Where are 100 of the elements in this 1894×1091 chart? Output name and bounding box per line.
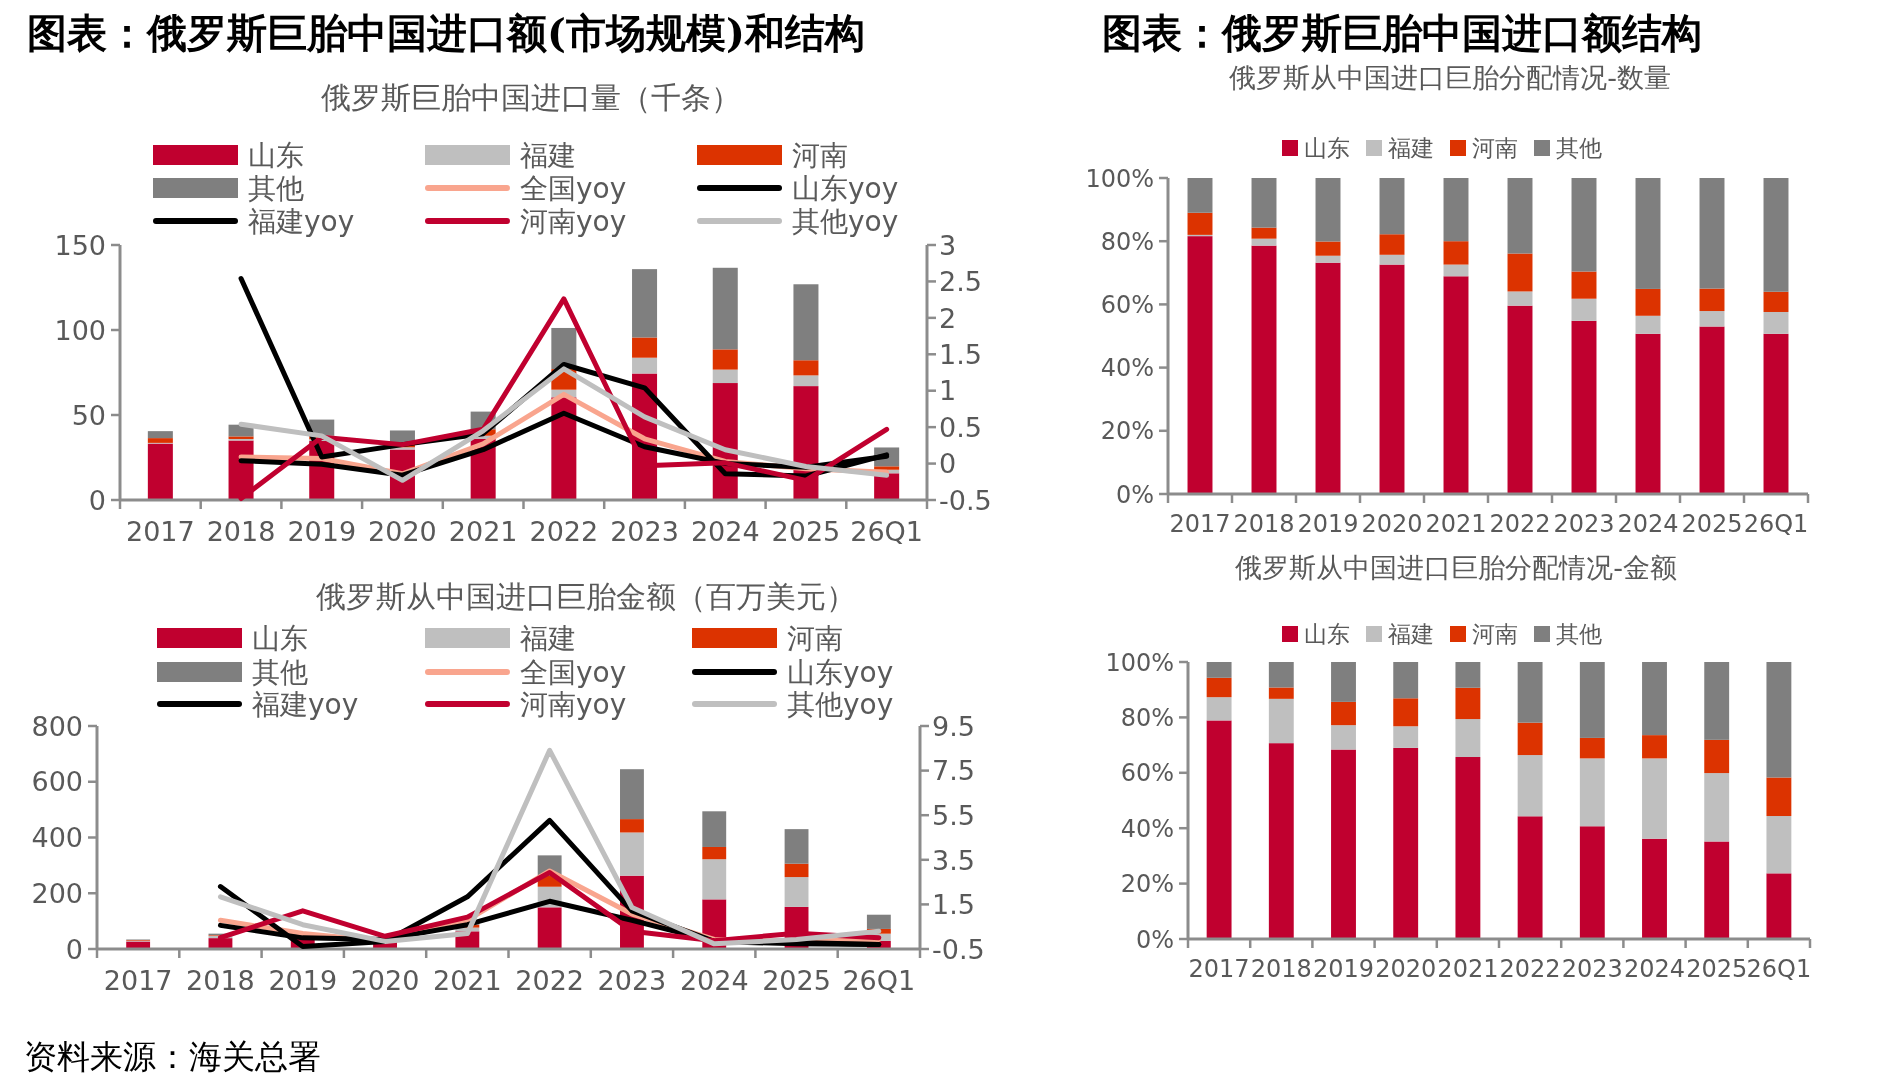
y-tick-label: 100 xyxy=(54,314,106,346)
legend-label: 山东 xyxy=(252,622,308,656)
x-tick-label: 2020 xyxy=(1361,510,1423,538)
x-tick-label: 2020 xyxy=(1375,955,1437,983)
x-tick-label: 2023 xyxy=(597,965,667,996)
x-tick-label: 2022 xyxy=(1489,510,1551,538)
x-tick-label: 2024 xyxy=(1623,955,1686,983)
y-tick-label: 800 xyxy=(31,710,83,742)
legend-label: 河南yoy xyxy=(520,688,627,722)
x-tick-label: 2017 xyxy=(1188,955,1250,983)
y2-tick-label: -0.5 xyxy=(932,933,985,965)
y-tick-label: 0% xyxy=(1115,480,1154,509)
y-tick-label: 200 xyxy=(31,877,83,909)
y2-tick-label: 3 xyxy=(939,229,957,261)
y-tick-label: 0% xyxy=(1135,925,1174,954)
x-tick-label: 2024 xyxy=(679,965,749,996)
x-tick-label: 2024 xyxy=(1617,510,1679,538)
y-tick-label: 20% xyxy=(1120,870,1174,899)
legend-label: 其他 xyxy=(252,656,308,690)
y2-tick-label: 1.5 xyxy=(932,889,975,921)
legend-label: 其他 xyxy=(248,172,304,206)
x-tick-label: 2025 xyxy=(771,516,841,547)
x-tick-label: 2017 xyxy=(1169,510,1231,538)
x-tick-label: 26Q1 xyxy=(1746,955,1812,983)
text: 图表：俄罗斯巨胎中国进口额(市场规模)和结构 xyxy=(27,9,865,56)
y2-tick-label: 2.5 xyxy=(939,266,982,298)
y2-tick-label: 1.5 xyxy=(939,339,982,371)
y2-tick-label: 3.5 xyxy=(932,844,975,876)
x-tick-label: 2020 xyxy=(368,516,437,547)
x-tick-label: 2023 xyxy=(610,516,679,547)
legend-label: 山东yoy xyxy=(787,656,894,690)
y-tick-label: 600 xyxy=(31,766,83,798)
y2-tick-label: 0.5 xyxy=(939,411,982,443)
y2-tick-label: 7.5 xyxy=(932,755,975,787)
x-tick-label: 2019 xyxy=(268,965,338,996)
x-tick-label: 2018 xyxy=(1250,955,1312,983)
x-tick-label: 2025 xyxy=(1681,510,1743,538)
y-tick-label: 400 xyxy=(31,822,83,854)
y-tick-label: 50 xyxy=(71,399,106,431)
legend-label: 河南 xyxy=(787,622,843,656)
x-tick-label: 2021 xyxy=(448,516,518,547)
legend-label: 河南 xyxy=(792,139,848,173)
x-tick-label: 2023 xyxy=(1553,510,1615,538)
y-tick-label: 60% xyxy=(1120,759,1174,788)
x-tick-label: 2022 xyxy=(1499,955,1561,983)
chart-title: 俄罗斯从中国进口巨胎分配情况-数量 xyxy=(1229,62,1671,94)
y-tick-label: 20% xyxy=(1100,417,1154,446)
x-tick-label: 2020 xyxy=(350,965,420,996)
chart-title: 俄罗斯巨胎中国进口量（千条） xyxy=(321,79,741,115)
x-tick-label: 26Q1 xyxy=(850,516,924,547)
text: 图表：俄罗斯巨胎中国进口额结构 xyxy=(1102,9,1702,56)
legend-label: 其他yoy xyxy=(792,205,899,239)
x-tick-label: 2017 xyxy=(125,516,195,547)
x-tick-label: 2019 xyxy=(1297,510,1359,538)
legend-label: 河南 xyxy=(1472,621,1518,648)
y-tick-label: 100% xyxy=(1085,164,1154,193)
legend-label: 福建 xyxy=(520,139,576,173)
legend-label: 山东yoy xyxy=(792,172,899,206)
x-tick-label: 2018 xyxy=(206,516,276,547)
x-tick-label: 2024 xyxy=(690,516,760,547)
x-tick-label: 2021 xyxy=(1437,955,1499,983)
y-tick-label: 80% xyxy=(1120,704,1174,733)
legend-label: 全国yoy xyxy=(520,656,627,690)
legend-label: 福建 xyxy=(520,622,576,656)
x-tick-label: 2022 xyxy=(515,965,585,996)
y2-tick-label: 1 xyxy=(939,375,957,407)
legend-label: 山东 xyxy=(248,139,304,173)
x-tick-label: 2022 xyxy=(529,516,599,547)
x-tick-label: 2025 xyxy=(762,965,831,996)
legend-label: 河南yoy xyxy=(520,205,627,239)
x-tick-label: 2019 xyxy=(1312,955,1375,983)
legend-label: 全国yoy xyxy=(520,172,627,206)
y-tick-label: 100% xyxy=(1105,648,1174,677)
y2-tick-label: -0.5 xyxy=(939,484,992,516)
y2-tick-label: 2 xyxy=(939,302,957,334)
y-tick-label: 150 xyxy=(54,229,106,261)
legend-label: 其他 xyxy=(1556,135,1602,162)
x-tick-label: 2018 xyxy=(186,965,255,996)
y-tick-label: 80% xyxy=(1100,227,1154,256)
x-tick-label: 26Q1 xyxy=(842,965,916,996)
y-tick-label: 60% xyxy=(1100,291,1154,320)
text: 资料来源：海关总署 xyxy=(24,1037,321,1076)
legend-label: 河南 xyxy=(1472,135,1518,162)
legend-label: 其他 xyxy=(1556,621,1602,648)
legend-label: 福建 xyxy=(1388,135,1434,162)
legend-label: 福建yoy xyxy=(248,205,355,239)
legend-label: 其他yoy xyxy=(787,688,894,722)
y2-tick-label: 5.5 xyxy=(932,799,975,831)
y2-tick-label: 0 xyxy=(939,448,957,480)
y-tick-label: 0 xyxy=(88,484,106,516)
y-tick-label: 0 xyxy=(65,933,83,965)
legend-label: 福建yoy xyxy=(252,688,359,722)
x-tick-label: 2023 xyxy=(1561,955,1623,983)
chart-title: 俄罗斯从中国进口巨胎金额（百万美元） xyxy=(316,578,856,614)
y-tick-label: 40% xyxy=(1100,354,1154,383)
x-tick-label: 2017 xyxy=(103,965,173,996)
x-tick-label: 2019 xyxy=(287,516,357,547)
x-tick-label: 2018 xyxy=(1233,510,1295,538)
x-tick-label: 2021 xyxy=(432,965,502,996)
legend-label: 山东 xyxy=(1304,135,1350,162)
